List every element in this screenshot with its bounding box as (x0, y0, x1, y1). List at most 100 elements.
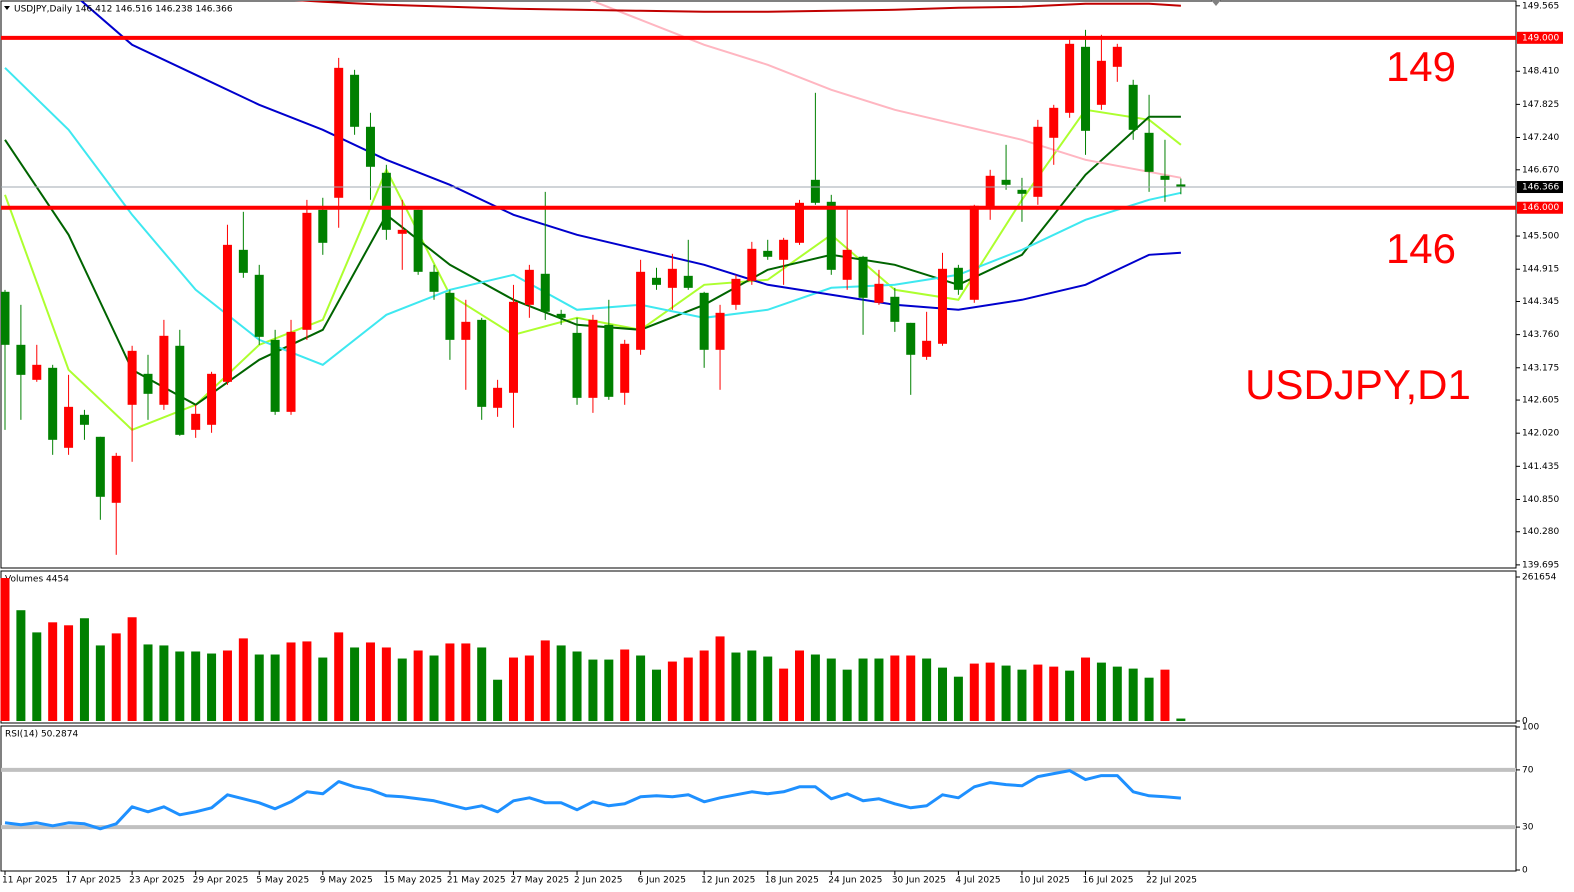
y-tick-label: 30 (1522, 823, 1534, 833)
candle-body (286, 331, 296, 412)
candle-body (667, 268, 677, 288)
x-tick-label: 30 Jun 2025 (892, 876, 946, 886)
candle-body (1049, 107, 1059, 138)
candle-body (381, 172, 391, 230)
last-price-box (1517, 181, 1563, 194)
x-tick-label: 17 Apr 2025 (66, 876, 122, 886)
y-tick-label: 144.915 (1522, 265, 1559, 275)
candle-body (127, 350, 137, 405)
y-tick-label: 142.020 (1522, 429, 1559, 439)
candle-body (334, 67, 344, 198)
volume-bar (222, 650, 232, 721)
candle-body (779, 239, 789, 260)
candle-body (1081, 46, 1091, 131)
volume-bar (1144, 677, 1154, 721)
x-tick-label: 22 Jul 2025 (1146, 876, 1197, 886)
volume-bar (1065, 670, 1075, 721)
volume-bar (858, 658, 868, 721)
candle-body (810, 179, 820, 203)
candle-body (747, 248, 757, 281)
overlay: 146.366 149.000 149 146.000 146 USDJPY,D1 (1245, 31, 1563, 408)
y-tick-label: 146.670 (1522, 165, 1559, 175)
volume-bar (874, 658, 884, 721)
candle-body (207, 373, 217, 425)
candle-body (270, 339, 280, 412)
volume-bar (127, 617, 137, 721)
volume-bar (318, 657, 328, 721)
candle-body (540, 273, 550, 312)
menu-arrow (4, 6, 10, 10)
candle-body (890, 296, 900, 322)
candle-body (508, 301, 518, 393)
y-tick-label: 140.850 (1522, 495, 1559, 505)
volume-bar (715, 636, 725, 721)
volume-bar (763, 656, 773, 721)
y-tick-label: 261654 (1522, 573, 1557, 583)
candle-body (826, 201, 836, 270)
y-tick-label: 142.605 (1522, 396, 1559, 406)
candle-body (191, 413, 201, 430)
moving-average (590, 1, 1182, 179)
y-tick-label: 147.240 (1522, 133, 1559, 143)
candle-body (254, 274, 264, 337)
volume-bar (0, 578, 10, 721)
y-tick-label: 100 (1522, 723, 1539, 733)
x-tick-label: 15 May 2025 (383, 876, 442, 886)
volume-bar (111, 633, 121, 721)
candle-body (1065, 43, 1075, 113)
volume-bar (1096, 662, 1106, 721)
candle-body (906, 322, 916, 355)
volume-bar (286, 642, 296, 721)
candle-body (969, 205, 979, 300)
y-tick-label: 147.825 (1522, 100, 1559, 110)
volume-bar (477, 647, 487, 721)
volume-bar (445, 643, 455, 721)
x-tick-label: 5 May 2025 (256, 876, 309, 886)
volume-bar (1112, 666, 1122, 721)
candle-body (1001, 179, 1011, 185)
candle-body (413, 209, 423, 272)
y-tick-label: 143.175 (1522, 363, 1559, 373)
main-plot (1, 1, 1516, 555)
volume-bar (826, 658, 836, 721)
volume-bar (381, 647, 391, 721)
volume-bar (795, 650, 804, 721)
volume-bar (938, 667, 948, 721)
volume-bar (79, 618, 89, 721)
candle-body (1017, 189, 1027, 194)
x-tick-label: 9 May 2025 (320, 876, 373, 886)
candle-body (1096, 60, 1106, 105)
candle-body (397, 229, 407, 234)
volume-bar (731, 652, 741, 721)
volume-bar (461, 643, 471, 721)
volume-bar (493, 679, 503, 721)
volume-bar (699, 650, 709, 721)
candle-body (651, 277, 661, 285)
y-tick-label: 144.345 (1522, 297, 1559, 307)
x-tick-label: 24 Jun 2025 (828, 876, 882, 886)
volume-bar (1160, 669, 1170, 721)
main-panel (0, 0, 1517, 569)
y-tick-label: 139.695 (1522, 560, 1559, 570)
volume-bar (191, 651, 201, 721)
volume-bar (270, 654, 280, 721)
volume-bar (175, 651, 185, 721)
volume-bar (906, 655, 916, 721)
volume-bar (48, 622, 58, 721)
candle-body (938, 268, 948, 344)
candle-body (556, 313, 566, 318)
x-tick-label: 2 Jun 2025 (574, 876, 622, 886)
volume-bar (95, 645, 105, 721)
candle-body (699, 292, 709, 350)
candle-body (1160, 175, 1170, 180)
chart-title: USDJPY,Daily 146.412 146.516 146.238 146… (14, 5, 233, 15)
volume-bar (683, 657, 693, 721)
candle-body (1033, 126, 1043, 197)
volume-bar (334, 632, 344, 721)
x-tick-label: 23 Apr 2025 (129, 876, 185, 886)
volume-bar (540, 640, 550, 721)
candle-body (477, 319, 487, 407)
volume-bar (32, 632, 42, 721)
